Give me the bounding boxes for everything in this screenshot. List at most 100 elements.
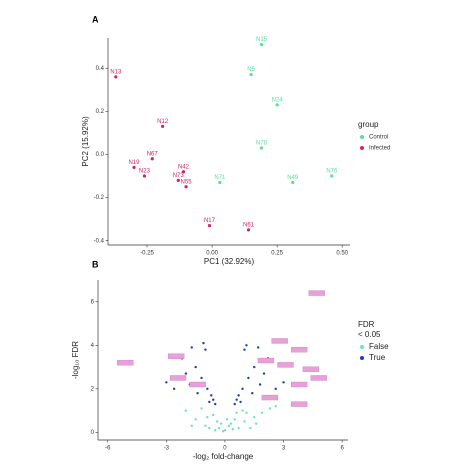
- point: [249, 426, 252, 430]
- point: [210, 394, 213, 397]
- point: [237, 426, 240, 430]
- highlight-box: [302, 366, 320, 372]
- point: [221, 430, 225, 433]
- point: [161, 124, 165, 129]
- point: [181, 170, 186, 174]
- point: [184, 372, 188, 375]
- point: [256, 346, 260, 349]
- point: [176, 178, 180, 182]
- point: [213, 402, 217, 406]
- point: [219, 422, 223, 425]
- point: [274, 405, 277, 408]
- point: [132, 165, 136, 169]
- legend-title: FDR < 0.05: [358, 320, 381, 339]
- point: [165, 381, 168, 384]
- point-label: N17: [204, 218, 216, 224]
- highlight-box: [117, 360, 134, 366]
- y-axis-label: -log₁₀ FDR: [71, 341, 80, 379]
- point-label: N73: [173, 173, 185, 179]
- x-tick-label: 0.25: [271, 251, 283, 257]
- point: [235, 411, 238, 414]
- point-label: N24: [272, 97, 284, 103]
- point: [235, 398, 238, 401]
- point: [291, 180, 295, 185]
- point: [184, 185, 188, 189]
- point: [196, 391, 199, 395]
- point-label: N13: [110, 69, 122, 75]
- point: [259, 146, 264, 150]
- point: [274, 387, 277, 391]
- highlight-box: [261, 394, 279, 401]
- highlight-box: [308, 290, 325, 296]
- point: [206, 415, 209, 419]
- point: [260, 411, 264, 414]
- point: [207, 223, 212, 228]
- highlight-box: [291, 401, 308, 407]
- point: [233, 402, 236, 406]
- x-axis-label: -log₂ fold-change: [193, 452, 254, 461]
- point: [114, 75, 118, 79]
- legend-label: True: [369, 353, 386, 362]
- point: [212, 398, 215, 401]
- point-label: N19: [129, 160, 141, 166]
- legend-swatch: [360, 345, 364, 349]
- point: [241, 387, 244, 391]
- y-axis-label: PC2 (15.92%): [81, 116, 90, 167]
- point: [255, 422, 258, 425]
- y-tick-label: 2: [91, 386, 95, 392]
- point: [330, 174, 334, 178]
- legend-swatch: [360, 135, 364, 139]
- point: [239, 400, 242, 404]
- highlight-box: [189, 381, 206, 388]
- point: [227, 424, 231, 428]
- x-tick-label: 6: [340, 446, 344, 452]
- x-tick-label: -0.25: [140, 251, 154, 257]
- point: [247, 376, 250, 380]
- plot-area: [98, 280, 348, 440]
- y-tick-label: 6: [91, 299, 95, 305]
- point: [204, 348, 207, 351]
- x-tick-label: 3: [282, 446, 286, 452]
- highlight-box: [291, 381, 308, 388]
- point: [246, 228, 251, 232]
- point: [259, 42, 264, 47]
- y-tick-label: -0.4: [94, 238, 105, 244]
- y-tick-label: 0.4: [96, 66, 105, 72]
- point: [200, 376, 203, 380]
- legend-swatch: [360, 146, 364, 150]
- point: [258, 383, 262, 386]
- point: [249, 73, 253, 77]
- highlight-box: [271, 338, 288, 344]
- y-tick-label: -0.2: [94, 195, 105, 201]
- point: [282, 381, 285, 384]
- legend-swatch: [360, 356, 364, 360]
- point: [231, 427, 234, 431]
- point: [268, 407, 272, 410]
- point-label: N15: [256, 37, 268, 43]
- point-label: N67: [147, 151, 159, 157]
- point: [225, 418, 229, 421]
- point: [245, 344, 248, 347]
- point: [253, 365, 256, 369]
- x-axis-label: PC1 (32.92%): [204, 257, 255, 266]
- point: [194, 418, 197, 421]
- panel-letter: A: [92, 14, 99, 24]
- point-label: N55: [181, 179, 193, 185]
- point: [218, 180, 222, 185]
- point: [200, 407, 203, 410]
- point-label: N42: [178, 164, 190, 170]
- y-tick-label: 0.0: [96, 152, 105, 158]
- point-label: N5: [247, 67, 255, 73]
- point: [184, 409, 188, 412]
- point: [245, 411, 248, 414]
- y-tick-label: 0.2: [96, 109, 105, 115]
- point: [150, 157, 154, 161]
- point: [206, 387, 209, 391]
- point: [217, 426, 221, 430]
- highlight-box: [277, 362, 294, 368]
- legend-label: False: [369, 342, 389, 351]
- point: [237, 394, 240, 397]
- point: [253, 415, 256, 419]
- point: [194, 365, 197, 369]
- point-label: N12: [157, 119, 169, 125]
